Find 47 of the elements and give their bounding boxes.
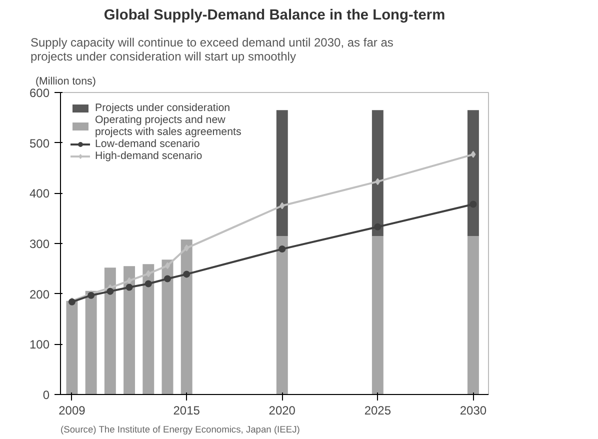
y-tick-label: 600 — [29, 86, 50, 100]
y-tick-label: 200 — [29, 287, 50, 302]
y-tick-label: 0 — [42, 388, 50, 402]
point — [146, 270, 151, 278]
bar — [276, 236, 288, 394]
legend-label: Operating projects and new projects with sales agreements — [95, 114, 242, 138]
point — [375, 178, 380, 186]
legend-label: Projects under consideration — [95, 102, 230, 114]
x-tick-label: 2009 — [58, 404, 86, 418]
point — [280, 202, 285, 210]
point — [183, 270, 190, 278]
legend-label: High-demand scenario — [95, 150, 202, 162]
bar — [104, 268, 116, 394]
point — [144, 280, 152, 288]
point — [164, 275, 171, 282]
y-tick-label: 500 — [29, 136, 50, 150]
x-tick-label: 2020 — [268, 404, 296, 418]
point — [126, 277, 132, 284]
y-tick-label: 100 — [29, 338, 50, 352]
bar — [467, 110, 479, 236]
y-tick-label: 300 — [29, 237, 50, 251]
x-tick-label: 2015 — [173, 404, 200, 418]
point — [470, 200, 477, 208]
point — [184, 244, 190, 252]
legend-label: Low-demand scenario — [95, 138, 200, 150]
point — [374, 223, 382, 230]
bar — [467, 236, 479, 394]
bar — [66, 300, 78, 394]
y-axis-title: (Million tons) — [36, 76, 96, 88]
chart-subtitle: Supply capacity will continue to exceed demand until 2030, as far as projects under consideration will start up smoothly — [30, 36, 394, 64]
point — [106, 288, 114, 295]
x-tick-label: 2025 — [364, 404, 392, 418]
bar — [142, 264, 154, 394]
bar — [276, 110, 288, 236]
bar — [372, 236, 384, 394]
point — [126, 284, 133, 291]
bar — [162, 260, 174, 394]
point — [470, 150, 476, 158]
point — [278, 246, 286, 253]
bar — [124, 266, 136, 394]
y-tick-label: 400 — [29, 186, 50, 201]
bar — [372, 110, 384, 236]
x-tick-label: 2030 — [460, 404, 487, 418]
text: (Source) The Institute of Energy Economics, Japan (IEEJ) — [60, 424, 300, 434]
bar — [85, 290, 97, 394]
bar — [180, 239, 192, 394]
chart-title: Global Supply-Demand Balance in the Long-term — [104, 8, 446, 24]
